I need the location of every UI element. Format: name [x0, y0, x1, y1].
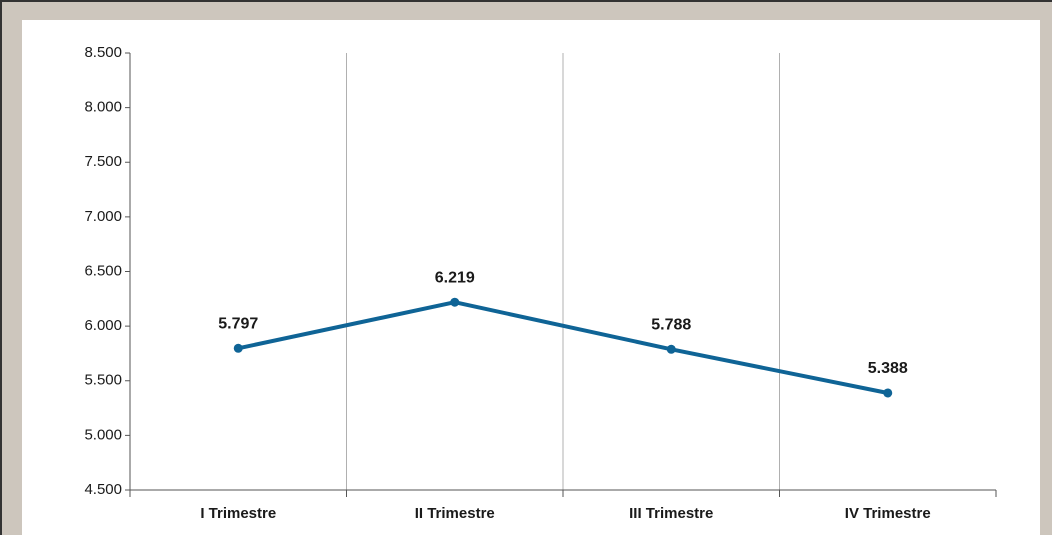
data-point [233, 343, 243, 353]
x-tick-label: I Trimestre [200, 505, 276, 522]
data-label: 5.797 [218, 316, 258, 333]
y-tick-label: 7.500 [84, 153, 122, 170]
data-label: 5.388 [868, 360, 908, 377]
data-point [450, 297, 460, 307]
data-point [883, 388, 893, 398]
y-tick-label: 4.500 [84, 481, 122, 498]
y-tick-label: 8.000 [84, 99, 122, 116]
data-label: 6.219 [435, 269, 475, 286]
x-tick-label: IV Trimestre [845, 505, 931, 522]
data-label: 5.788 [651, 317, 691, 334]
y-tick-label: 6.500 [84, 262, 122, 279]
y-tick-label: 7.000 [84, 208, 122, 225]
data-point [666, 344, 676, 354]
y-tick-label: 6.000 [84, 317, 122, 334]
x-tick-label: III Trimestre [629, 505, 713, 522]
x-tick-label: II Trimestre [415, 505, 495, 522]
y-tick-label: 5.500 [84, 372, 122, 389]
chart-panel [22, 20, 1040, 535]
y-tick-label: 5.000 [84, 426, 122, 443]
y-tick-label: 8.500 [84, 44, 122, 61]
series-line [237, 300, 889, 395]
